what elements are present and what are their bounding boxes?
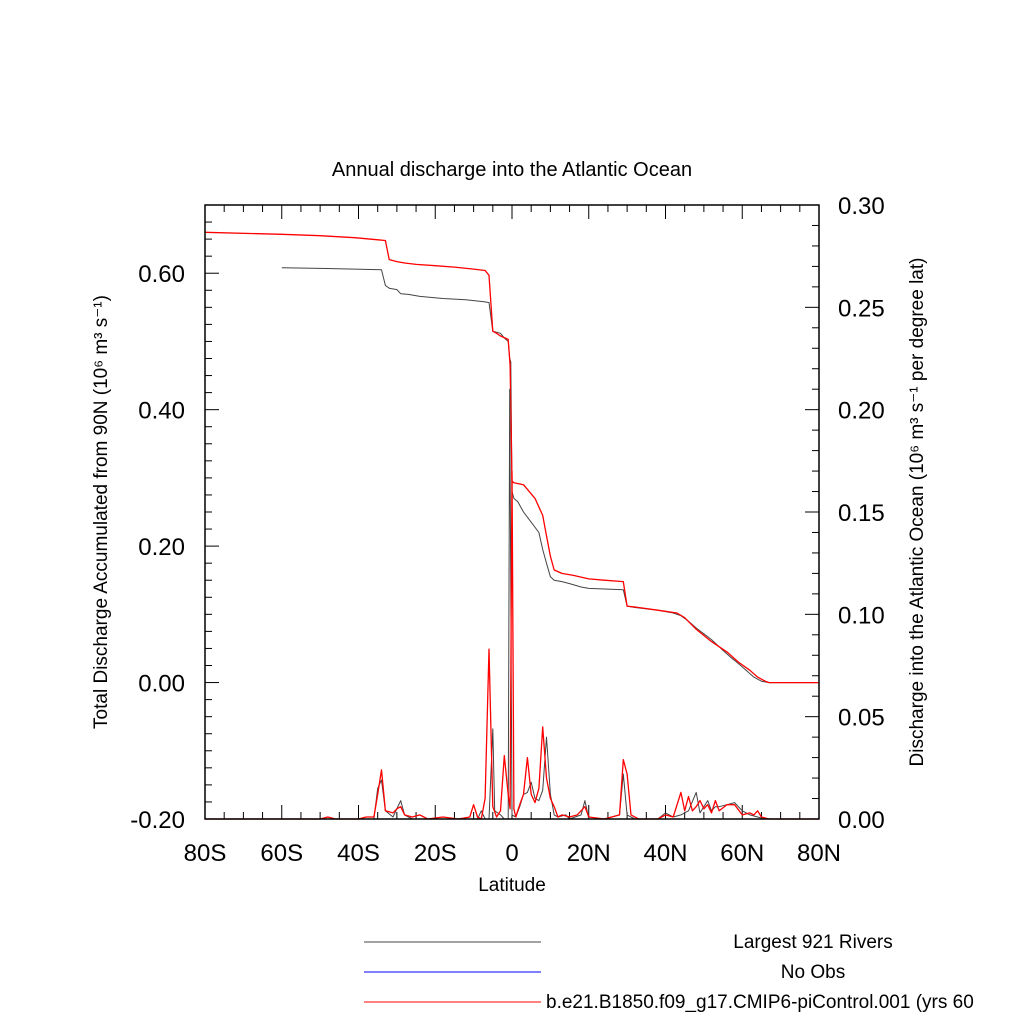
y-axis-left-label: Total Discharge Accumulated from 90N (10… <box>91 295 112 729</box>
legend-label: No Obs <box>781 962 845 983</box>
x-tick-label: 40S <box>337 840 380 867</box>
x-tick-label: 60S <box>260 840 303 867</box>
y-axis-right-label: Discharge into the Atlantic Ocean (10⁶ m… <box>907 258 928 767</box>
x-tick-label: 20N <box>567 840 611 867</box>
y-right-tick-label: 0.20 <box>838 398 885 425</box>
y-right-tick-label: 0.25 <box>838 295 885 322</box>
y-left-tick-label: 0.00 <box>138 671 185 698</box>
y-right-tick-label: 0.15 <box>838 500 885 527</box>
x-tick-label: 20S <box>414 840 457 867</box>
tick-labels: 80S 60S 40S 20S 0 20N 40N 60N 80N -0.20 0.00 0.20 0.… <box>130 193 884 867</box>
y-right-tick-label: 0.05 <box>838 705 885 732</box>
x-tick-label: 0 <box>505 840 518 867</box>
series-line-0 <box>281 267 819 684</box>
x-axis-label: Latitude <box>478 875 546 896</box>
y-left-tick-label: -0.20 <box>130 807 185 834</box>
y-left-tick-label: 0.20 <box>138 534 185 561</box>
x-tick-label: 80S <box>184 840 227 867</box>
y-left-tick-label: 0.60 <box>138 261 185 288</box>
y-right-tick-label: 0.00 <box>838 807 885 834</box>
x-tick-label: 40N <box>643 840 687 867</box>
legend-label: b.e21.B1850.f09_g17.CMIP6-piControl.001 … <box>546 992 974 1013</box>
series-lines <box>204 231 819 820</box>
legend-label: Largest 921 Rivers <box>733 932 892 953</box>
y-right-tick-label: 0.10 <box>838 602 885 629</box>
y-right-tick-label: 0.30 <box>838 193 885 220</box>
series-line-4 <box>205 470 819 820</box>
x-tick-label: 60N <box>720 840 764 867</box>
x-tick-label: 80N <box>797 840 841 867</box>
chart-title: Annual discharge into the Atlantic Ocean <box>332 159 692 181</box>
series-line-2 <box>204 231 819 684</box>
legend: Largest 921 Rivers No Obs b.e21.B1850.f09_… <box>364 932 974 1013</box>
y-left-tick-label: 0.40 <box>138 398 185 425</box>
plot-frame <box>204 204 820 820</box>
